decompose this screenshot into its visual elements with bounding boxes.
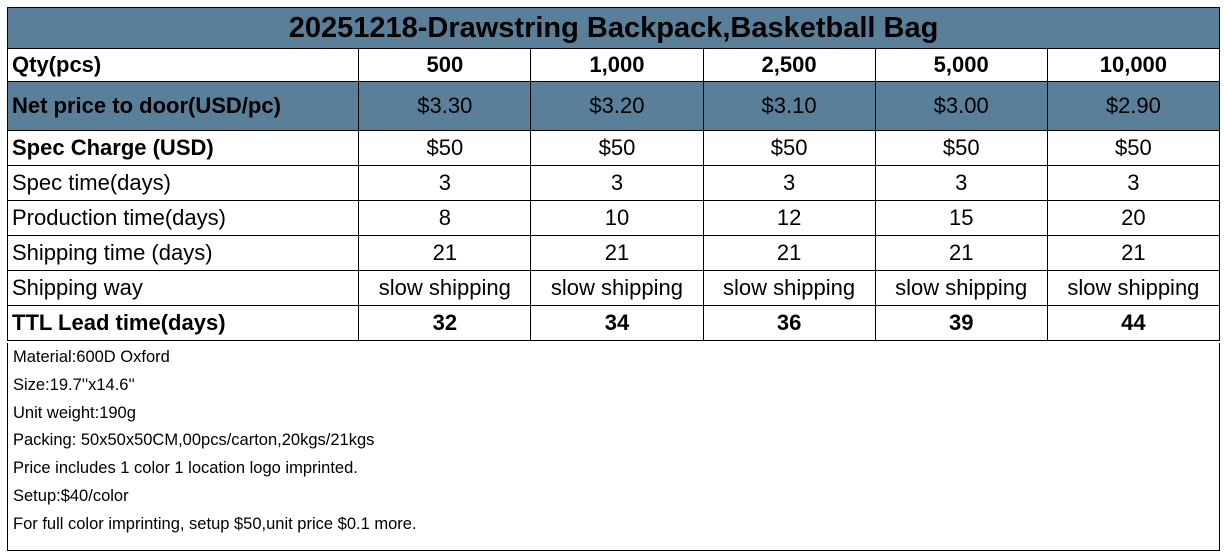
shipping-way-cell: slow shipping [1046,270,1221,306]
row-shipping-way: Shipping way slow shipping slow shipping… [6,270,1221,306]
qty-cell: 1,000 [530,48,704,82]
row-label: Spec time(days) [6,165,360,201]
shipping-way-cell: slow shipping [702,270,876,306]
shipping-way-cell: slow shipping [358,270,532,306]
production-time-cell: 15 [874,200,1048,236]
row-shipping-time: Shipping time (days) 21 21 21 21 21 [6,235,1221,271]
spec-time-cell: 3 [1046,165,1221,201]
spec-time-cell: 3 [874,165,1048,201]
note-price-includes: Price includes 1 color 1 location logo i… [13,459,358,478]
price-cell: $2.90 [1046,81,1221,131]
lead-time-cell: 32 [358,305,532,341]
production-time-cell: 20 [1046,200,1221,236]
quote-sheet: 20251218-Drawstring Backpack,Basketball … [6,7,1221,341]
shipping-time-cell: 21 [1046,235,1221,271]
spec-time-cell: 3 [358,165,532,201]
row-label: Shipping time (days) [6,235,360,271]
shipping-time-cell: 21 [702,235,876,271]
shipping-way-cell: slow shipping [530,270,704,306]
lead-time-cell: 39 [874,305,1048,341]
row-label: Net price to door(USD/pc) [6,81,360,131]
price-cell: $3.20 [530,81,704,131]
lead-time-cell: 36 [702,305,876,341]
price-cell: $3.00 [874,81,1048,131]
product-notes: Material:600D Oxford Size:19.7''x14.6'' … [7,343,1220,551]
note-size: Size:19.7''x14.6'' [13,375,135,394]
qty-cell: 2,500 [702,48,876,82]
note-full-color: For full color imprinting, setup $50,uni… [13,514,417,533]
note-material: Material:600D Oxford [13,348,170,366]
shipping-time-cell: 21 [530,235,704,271]
title-row: 20251218-Drawstring Backpack,Basketball … [7,7,1220,49]
production-time-cell: 12 [702,200,876,236]
spec-charge-cell: $50 [358,130,532,166]
row-label: Shipping way [6,270,360,306]
note-packing: Packing: 50x50x50CM,00pcs/carton,20kgs/2… [13,431,375,450]
qty-cell: 500 [358,48,532,82]
qty-cell: 5,000 [874,48,1048,82]
row-qty: Qty(pcs) 500 1,000 2,500 5,000 10,000 [6,48,1221,82]
spec-time-cell: 3 [530,165,704,201]
note-setup: Setup:$40/color [13,486,129,505]
row-ttl-lead-time: TTL Lead time(days) 32 34 36 39 44 [6,305,1221,341]
row-label: TTL Lead time(days) [6,305,360,341]
lead-time-cell: 44 [1046,305,1221,341]
row-label: Spec Charge (USD) [6,130,360,166]
row-label: Qty(pcs) [6,48,360,82]
spec-charge-cell: $50 [1046,130,1221,166]
spec-charge-cell: $50 [702,130,876,166]
spec-charge-cell: $50 [874,130,1048,166]
row-net-price: Net price to door(USD/pc) $3.30 $3.20 $3… [6,81,1221,131]
shipping-time-cell: 21 [874,235,1048,271]
price-cell: $3.10 [702,81,876,131]
sheet-title: 20251218-Drawstring Backpack,Basketball … [7,7,1220,49]
row-production-time: Production time(days) 8 10 12 15 20 [6,200,1221,236]
shipping-time-cell: 21 [358,235,532,271]
price-cell: $3.30 [358,81,532,131]
production-time-cell: 8 [358,200,532,236]
row-spec-time: Spec time(days) 3 3 3 3 3 [6,165,1221,201]
row-spec-charge: Spec Charge (USD) $50 $50 $50 $50 $50 [6,130,1221,166]
spec-charge-cell: $50 [530,130,704,166]
note-unit-weight: Unit weight:190g [13,403,136,422]
price-table: 20251218-Drawstring Backpack,Basketball … [6,7,1221,341]
qty-cell: 10,000 [1046,48,1221,82]
row-label: Production time(days) [6,200,360,236]
spec-time-cell: 3 [702,165,876,201]
shipping-way-cell: slow shipping [874,270,1048,306]
lead-time-cell: 34 [530,305,704,341]
production-time-cell: 10 [530,200,704,236]
